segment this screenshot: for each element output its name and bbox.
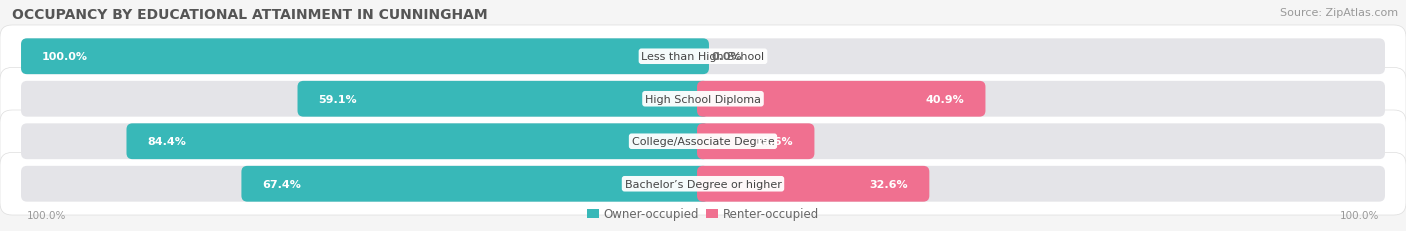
Text: 59.1%: 59.1% bbox=[319, 94, 357, 104]
Text: 15.6%: 15.6% bbox=[755, 137, 793, 147]
Legend: Owner-occupied, Renter-occupied: Owner-occupied, Renter-occupied bbox=[582, 203, 824, 225]
FancyBboxPatch shape bbox=[0, 110, 1406, 173]
FancyBboxPatch shape bbox=[21, 39, 709, 75]
FancyBboxPatch shape bbox=[0, 26, 1406, 88]
FancyBboxPatch shape bbox=[697, 82, 986, 117]
Text: OCCUPANCY BY EDUCATIONAL ATTAINMENT IN CUNNINGHAM: OCCUPANCY BY EDUCATIONAL ATTAINMENT IN C… bbox=[13, 8, 488, 22]
Text: 84.4%: 84.4% bbox=[148, 137, 187, 147]
FancyBboxPatch shape bbox=[298, 82, 709, 117]
Text: 67.4%: 67.4% bbox=[263, 179, 301, 189]
FancyBboxPatch shape bbox=[0, 153, 1406, 215]
FancyBboxPatch shape bbox=[21, 82, 1385, 117]
Text: Bachelor’s Degree or higher: Bachelor’s Degree or higher bbox=[624, 179, 782, 189]
Text: 32.6%: 32.6% bbox=[870, 179, 908, 189]
Text: 100.0%: 100.0% bbox=[1340, 210, 1379, 220]
Text: College/Associate Degree: College/Associate Degree bbox=[631, 137, 775, 147]
FancyBboxPatch shape bbox=[21, 124, 1385, 159]
Text: 100.0%: 100.0% bbox=[27, 210, 66, 220]
FancyBboxPatch shape bbox=[697, 166, 929, 202]
Text: Source: ZipAtlas.com: Source: ZipAtlas.com bbox=[1279, 8, 1398, 18]
Text: 100.0%: 100.0% bbox=[42, 52, 89, 62]
FancyBboxPatch shape bbox=[21, 166, 1385, 202]
Text: 40.9%: 40.9% bbox=[925, 94, 965, 104]
FancyBboxPatch shape bbox=[242, 166, 709, 202]
FancyBboxPatch shape bbox=[697, 124, 814, 159]
Text: 0.0%: 0.0% bbox=[711, 52, 741, 62]
Text: High School Diploma: High School Diploma bbox=[645, 94, 761, 104]
FancyBboxPatch shape bbox=[21, 39, 1385, 75]
Text: Less than High School: Less than High School bbox=[641, 52, 765, 62]
FancyBboxPatch shape bbox=[0, 68, 1406, 131]
FancyBboxPatch shape bbox=[127, 124, 709, 159]
